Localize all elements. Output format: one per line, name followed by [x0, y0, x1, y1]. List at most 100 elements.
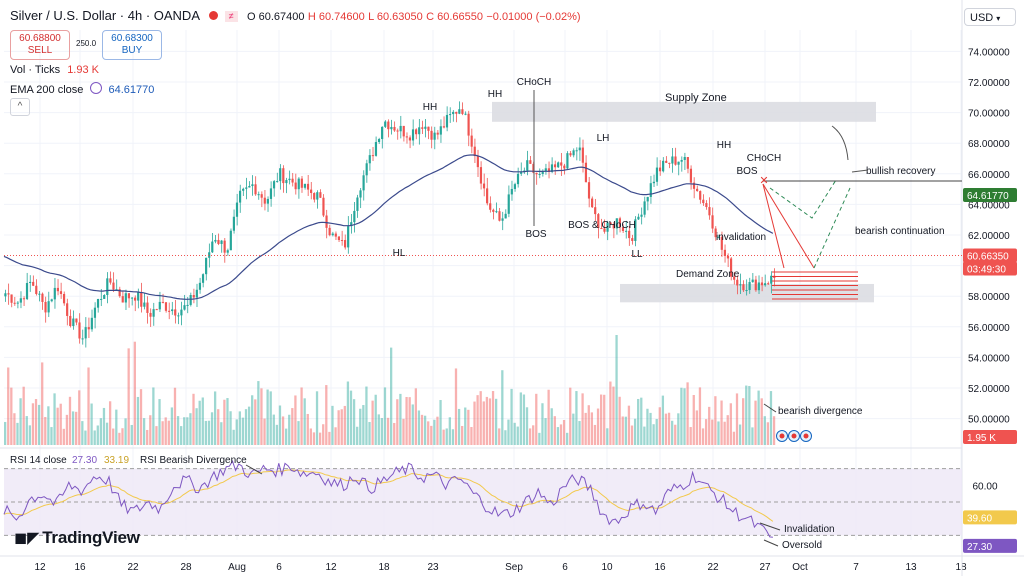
candle-body — [133, 297, 137, 301]
volume-bar — [87, 367, 90, 445]
collapse-legend-icon[interactable]: ^ — [10, 98, 30, 116]
candle — [569, 151, 572, 157]
volume-bar — [482, 401, 485, 445]
candle-body — [560, 162, 563, 166]
candle — [591, 196, 594, 208]
buy-price: 60.68300 — [111, 33, 153, 44]
candle — [714, 226, 717, 241]
buy-label: BUY — [121, 45, 143, 56]
volume-bar — [615, 335, 618, 445]
candle-body — [452, 111, 455, 115]
volume-bar — [745, 385, 748, 445]
settings-icon[interactable] — [90, 82, 103, 94]
volume-bar — [562, 419, 566, 445]
volume-bar — [507, 419, 510, 445]
candle-body — [631, 238, 634, 241]
candle-body — [254, 184, 257, 195]
candle — [476, 149, 479, 178]
buy-button[interactable]: 60.68300 BUY — [102, 30, 162, 60]
candle — [260, 191, 263, 208]
time-tick-label: 23 — [427, 562, 439, 573]
candle-body — [692, 182, 696, 189]
rsi-inval-arrow — [759, 522, 781, 531]
candle — [745, 279, 748, 296]
candle-body — [16, 302, 19, 304]
candle-body — [272, 181, 276, 189]
candle-body — [754, 279, 757, 291]
volume-bar — [383, 387, 387, 445]
candle-body — [130, 297, 134, 299]
volume-bar — [195, 408, 198, 445]
candle — [285, 177, 288, 194]
candle — [328, 224, 331, 237]
candle — [359, 187, 362, 209]
volume-bar — [695, 410, 698, 445]
rsi-tick-label: 60.00 — [972, 481, 997, 492]
volume-bar — [328, 431, 331, 445]
volume-bar — [285, 428, 288, 445]
volume-bar — [343, 405, 346, 445]
volume-bar — [590, 412, 594, 445]
candle — [430, 126, 433, 149]
bearish-arrow-1 — [762, 183, 785, 269]
candle-body — [717, 236, 720, 238]
candle — [739, 273, 742, 295]
legend-row: Silver / U.S. Dollar · 4h · OANDA ≠ O 60… — [10, 8, 581, 23]
volume-bar — [461, 425, 464, 445]
candle — [343, 234, 347, 250]
volume-bar — [232, 429, 235, 445]
volume-bar — [640, 397, 643, 445]
candle-body — [334, 233, 337, 237]
candle-body — [59, 291, 63, 294]
time-tick-label: 27 — [759, 562, 771, 573]
volume-bar — [448, 417, 451, 445]
time-tick-label: 13 — [905, 562, 917, 573]
candle-body — [736, 279, 739, 286]
candle — [557, 161, 560, 168]
candle — [374, 136, 378, 157]
candle-body — [87, 327, 90, 330]
candle-body — [427, 126, 430, 131]
candle-body — [587, 182, 591, 199]
volume-bar — [479, 391, 482, 445]
candle-body — [232, 216, 235, 231]
volume-bar — [288, 414, 291, 445]
choch-label: CHoCH — [517, 77, 551, 88]
volume-bar — [488, 398, 492, 445]
volume-bar — [396, 399, 399, 445]
candle-body — [276, 181, 279, 183]
candle-body — [476, 156, 479, 168]
candle — [433, 126, 436, 150]
volume-bar — [297, 421, 300, 445]
volume-bar — [322, 424, 325, 445]
candle — [220, 239, 223, 253]
currency-selector[interactable]: USD ▾ — [964, 8, 1016, 26]
candle-body — [10, 294, 13, 303]
volume-bar — [439, 400, 442, 445]
candle-body — [118, 289, 121, 297]
volume-bar — [698, 387, 702, 445]
candle — [53, 278, 56, 309]
sell-button[interactable]: 60.68800 SELL — [10, 30, 70, 60]
tv-mark-icon: ◼︎◤ — [14, 530, 40, 547]
volume-legend[interactable]: Vol · Ticks 1.93 K — [10, 64, 99, 76]
candle-body — [473, 146, 476, 157]
candle-body — [266, 198, 269, 204]
ema-legend[interactable]: EMA 200 close 64.61770 — [10, 82, 154, 96]
volume-bar — [226, 398, 229, 445]
candle — [418, 119, 421, 145]
pause-icon[interactable]: ≠ — [224, 11, 238, 22]
time-tick-label: 10 — [601, 562, 613, 573]
candle-body — [297, 178, 300, 190]
candle-body — [501, 218, 504, 221]
volume-bar — [513, 422, 516, 445]
volume-bar — [161, 421, 164, 445]
bearish-arrow-2 — [762, 183, 815, 269]
candle — [133, 295, 137, 312]
candle — [677, 161, 680, 176]
volume-bar — [593, 424, 597, 445]
volume-bar — [130, 424, 133, 445]
symbol-title[interactable]: Silver / U.S. Dollar · 4h · OANDA — [10, 8, 200, 23]
volume-bar — [22, 386, 25, 445]
